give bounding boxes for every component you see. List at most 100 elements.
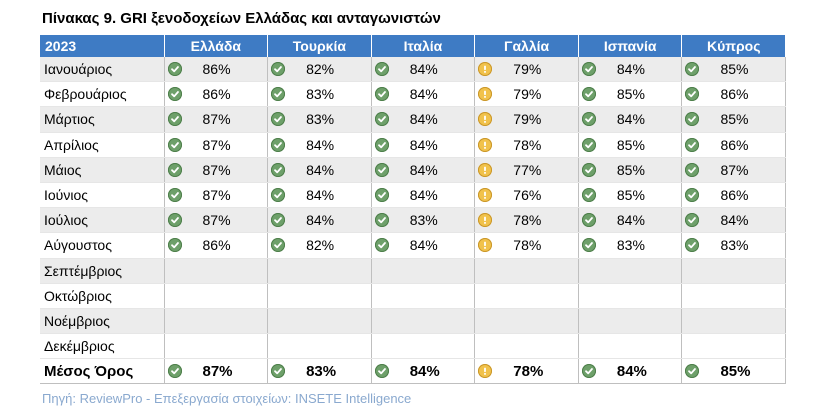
gri-value: 87% [202,187,231,204]
gri-value: 86% [202,61,231,78]
value-cell [371,308,476,335]
warning-icon [478,137,493,152]
value-cell: 85% [681,57,787,83]
check-icon [685,62,700,77]
value-cell: 82% [267,232,372,259]
value-cell [371,333,476,360]
warning-icon [478,62,493,77]
country-header: Ιταλία [371,35,476,57]
check-icon [685,188,700,203]
year-header: 2023 [40,35,165,57]
gri-value: 84% [409,362,440,380]
table-row: Ιούλιος 87% 84% 83% 78% 84% 84% [40,207,787,234]
gri-value: 86% [720,136,749,153]
value-cell: 79% [474,81,579,108]
month-label: Ιούλιος [40,207,165,234]
value-cell: 83% [267,81,372,108]
value-cell: 83% [267,358,372,385]
table-row: Αύγουστος 86% 82% 84% 78% 83% 83% [40,232,787,259]
check-icon [685,364,700,379]
check-icon [685,213,700,228]
gri-value: 86% [720,86,749,103]
value-cell: 84% [371,57,476,83]
table-row: Σεπτέμβριος [40,258,787,284]
gri-value: 84% [306,161,335,178]
warning-icon [478,213,493,228]
check-icon [167,238,182,253]
check-icon [167,188,182,203]
check-icon [581,112,596,127]
gri-value: 79% [513,111,542,128]
gri-value: 84% [409,161,438,178]
check-icon [581,87,596,102]
gri-value: 83% [616,237,645,254]
gri-value: 83% [306,86,335,103]
warning-icon [478,162,493,177]
check-icon [581,137,596,152]
check-icon [167,137,182,152]
gri-value: 84% [616,362,647,380]
value-cell: 79% [474,106,579,133]
value-cell: 86% [681,81,787,108]
gri-value: 83% [306,362,337,380]
value-cell: 83% [267,106,372,133]
value-cell [164,283,269,309]
warning-icon [478,112,493,127]
month-label: Φεβρουάριος [40,81,165,108]
check-icon [685,162,700,177]
value-cell [267,283,372,309]
value-cell: 85% [681,106,787,133]
gri-value: 79% [513,61,542,78]
month-label: Απρίλιος [40,132,165,158]
average-label: Μέσος Όρος [40,358,165,385]
gri-value: 78% [513,362,544,380]
table-row: Δεκέμβριος [40,333,787,360]
gri-value: 87% [720,161,749,178]
value-cell [578,308,683,335]
value-cell: 78% [474,358,579,385]
value-cell [267,258,372,284]
value-cell: 87% [164,358,269,385]
gri-value: 79% [513,86,542,103]
check-icon [374,112,389,127]
gri-value: 77% [513,161,542,178]
gri-value: 85% [720,362,751,380]
value-cell: 84% [267,132,372,158]
value-cell [164,308,269,335]
value-cell [681,283,787,309]
gri-value: 87% [202,212,231,229]
gri-value: 86% [202,237,231,254]
value-cell: 85% [578,182,683,209]
check-icon [581,213,596,228]
value-cell: 84% [267,207,372,234]
check-icon [374,238,389,253]
value-cell: 87% [164,182,269,209]
value-cell: 78% [474,232,579,259]
gri-value: 85% [616,136,645,153]
table-row: Μάρτιος 87% 83% 84% 79% 84% 85% [40,106,787,133]
check-icon [581,238,596,253]
gri-value: 86% [202,86,231,103]
value-cell: 84% [371,358,476,385]
header-row: 2023 Ελλάδα Τουρκία Ιταλία Γαλλία Ισπανί… [40,35,787,57]
country-header: Κύπρος [681,35,787,57]
month-label: Νοέμβριος [40,308,165,335]
value-cell: 85% [578,81,683,108]
check-icon [374,188,389,203]
warning-icon [478,87,493,102]
gri-value: 85% [720,61,749,78]
gri-value: 78% [513,136,542,153]
value-cell: 84% [371,157,476,183]
gri-value: 82% [306,61,335,78]
table-row: Ιούνιος 87% 84% 84% 76% 85% 86% [40,182,787,209]
check-icon [271,137,286,152]
value-cell: 79% [474,57,579,83]
table-row: Φεβρουάριος 86% 83% 84% 79% 85% 86% [40,81,787,108]
value-cell: 86% [164,57,269,83]
value-cell: 85% [681,358,787,385]
check-icon [167,162,182,177]
value-cell: 85% [578,157,683,183]
value-cell: 86% [164,81,269,108]
gri-value: 84% [409,187,438,204]
gri-value: 86% [720,187,749,204]
